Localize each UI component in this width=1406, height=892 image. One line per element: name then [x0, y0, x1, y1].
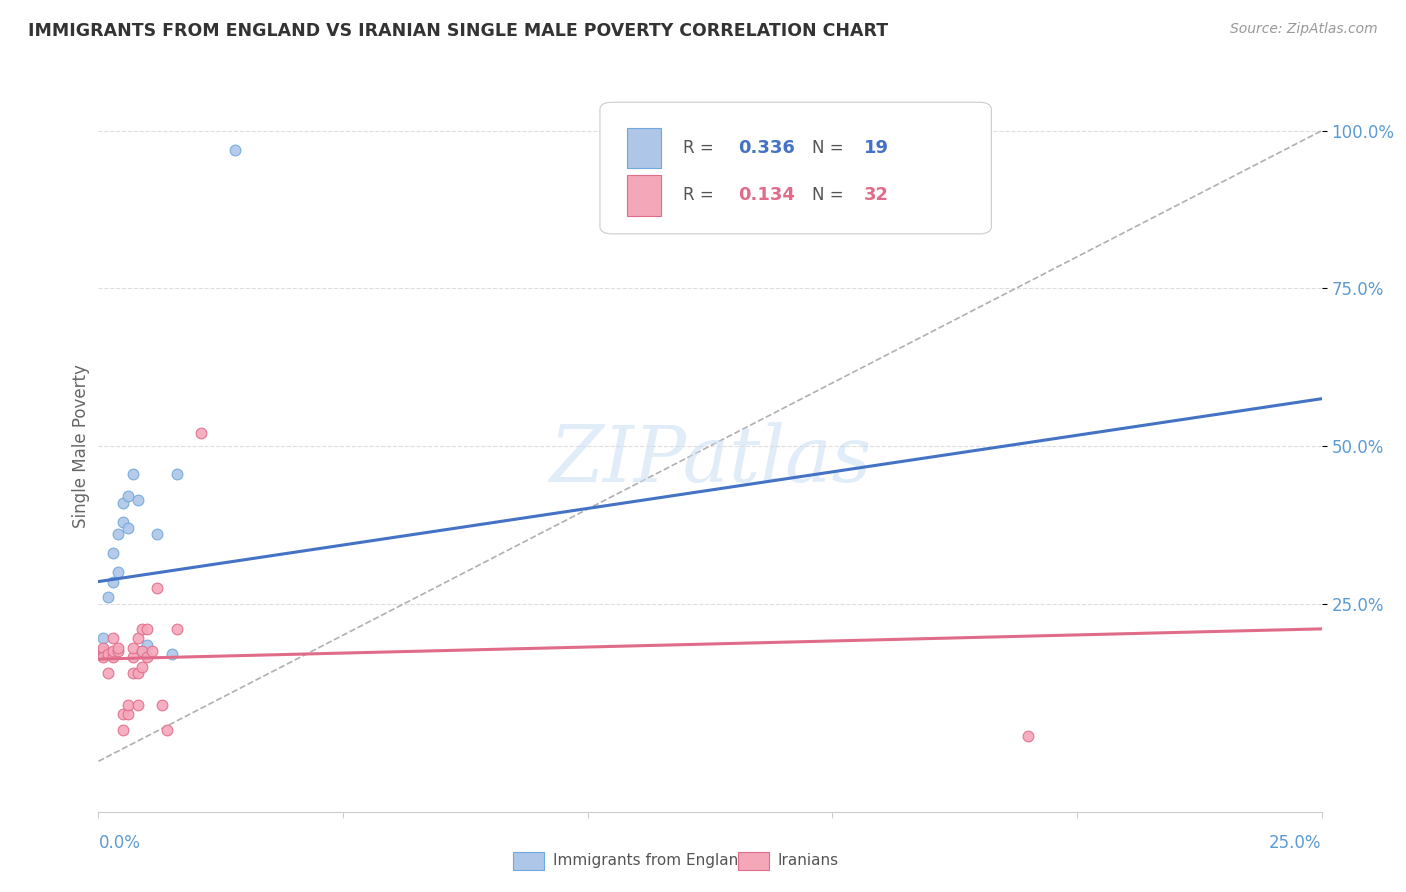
Point: [101, 632, 124, 646]
Point: [136, 622, 159, 636]
Point: [121, 650, 143, 665]
Point: [117, 706, 139, 721]
Point: [146, 581, 169, 595]
Point: [224, 143, 246, 157]
Point: [101, 650, 124, 665]
Point: [101, 574, 124, 589]
Point: [131, 659, 153, 673]
Point: [141, 644, 163, 658]
Point: [111, 706, 134, 721]
Point: [150, 698, 173, 712]
Point: [97, 647, 120, 661]
Point: [111, 723, 134, 737]
Point: [127, 492, 149, 507]
Point: [166, 622, 188, 636]
Text: ZIPatlas: ZIPatlas: [548, 423, 872, 499]
Text: IMMIGRANTS FROM ENGLAND VS IRANIAN SINGLE MALE POVERTY CORRELATION CHART: IMMIGRANTS FROM ENGLAND VS IRANIAN SINGL…: [28, 22, 889, 40]
Point: [91, 640, 114, 655]
Text: N =: N =: [811, 139, 844, 157]
Point: [121, 640, 143, 655]
Point: [131, 644, 153, 658]
Point: [1017, 729, 1039, 743]
Text: N =: N =: [811, 186, 844, 204]
Point: [146, 527, 169, 541]
Point: [97, 591, 120, 605]
Point: [117, 698, 139, 712]
Point: [111, 515, 134, 529]
Y-axis label: Single Male Poverty: Single Male Poverty: [72, 364, 90, 528]
Text: 0.134: 0.134: [738, 186, 794, 204]
Text: 0.336: 0.336: [738, 139, 794, 157]
Text: 32: 32: [865, 186, 889, 204]
Point: [156, 723, 179, 737]
Text: 25.0%: 25.0%: [1270, 834, 1322, 852]
Point: [160, 647, 183, 661]
Point: [101, 546, 124, 560]
Point: [127, 665, 149, 680]
Point: [91, 632, 114, 646]
Point: [131, 644, 153, 658]
Text: Iranians: Iranians: [778, 854, 838, 868]
FancyBboxPatch shape: [600, 103, 991, 234]
Point: [127, 698, 149, 712]
Point: [117, 490, 139, 504]
Point: [136, 650, 159, 665]
Point: [91, 644, 114, 658]
Point: [111, 496, 134, 510]
Point: [121, 467, 143, 482]
Text: R =: R =: [683, 186, 714, 204]
Text: Immigrants from England: Immigrants from England: [553, 854, 748, 868]
Point: [107, 565, 129, 579]
Point: [91, 644, 114, 658]
Text: Source: ZipAtlas.com: Source: ZipAtlas.com: [1230, 22, 1378, 37]
FancyBboxPatch shape: [627, 176, 661, 216]
Text: 0.0%: 0.0%: [98, 834, 141, 852]
Point: [131, 622, 153, 636]
Point: [107, 527, 129, 541]
Point: [117, 521, 139, 535]
Point: [97, 665, 120, 680]
Point: [107, 644, 129, 658]
Point: [166, 467, 188, 482]
Point: [190, 426, 212, 441]
Point: [107, 640, 129, 655]
Text: 19: 19: [865, 139, 889, 157]
FancyBboxPatch shape: [627, 128, 661, 168]
Point: [101, 644, 124, 658]
Point: [127, 632, 149, 646]
Point: [136, 638, 159, 652]
Point: [91, 650, 114, 665]
Text: R =: R =: [683, 139, 714, 157]
Point: [121, 665, 143, 680]
